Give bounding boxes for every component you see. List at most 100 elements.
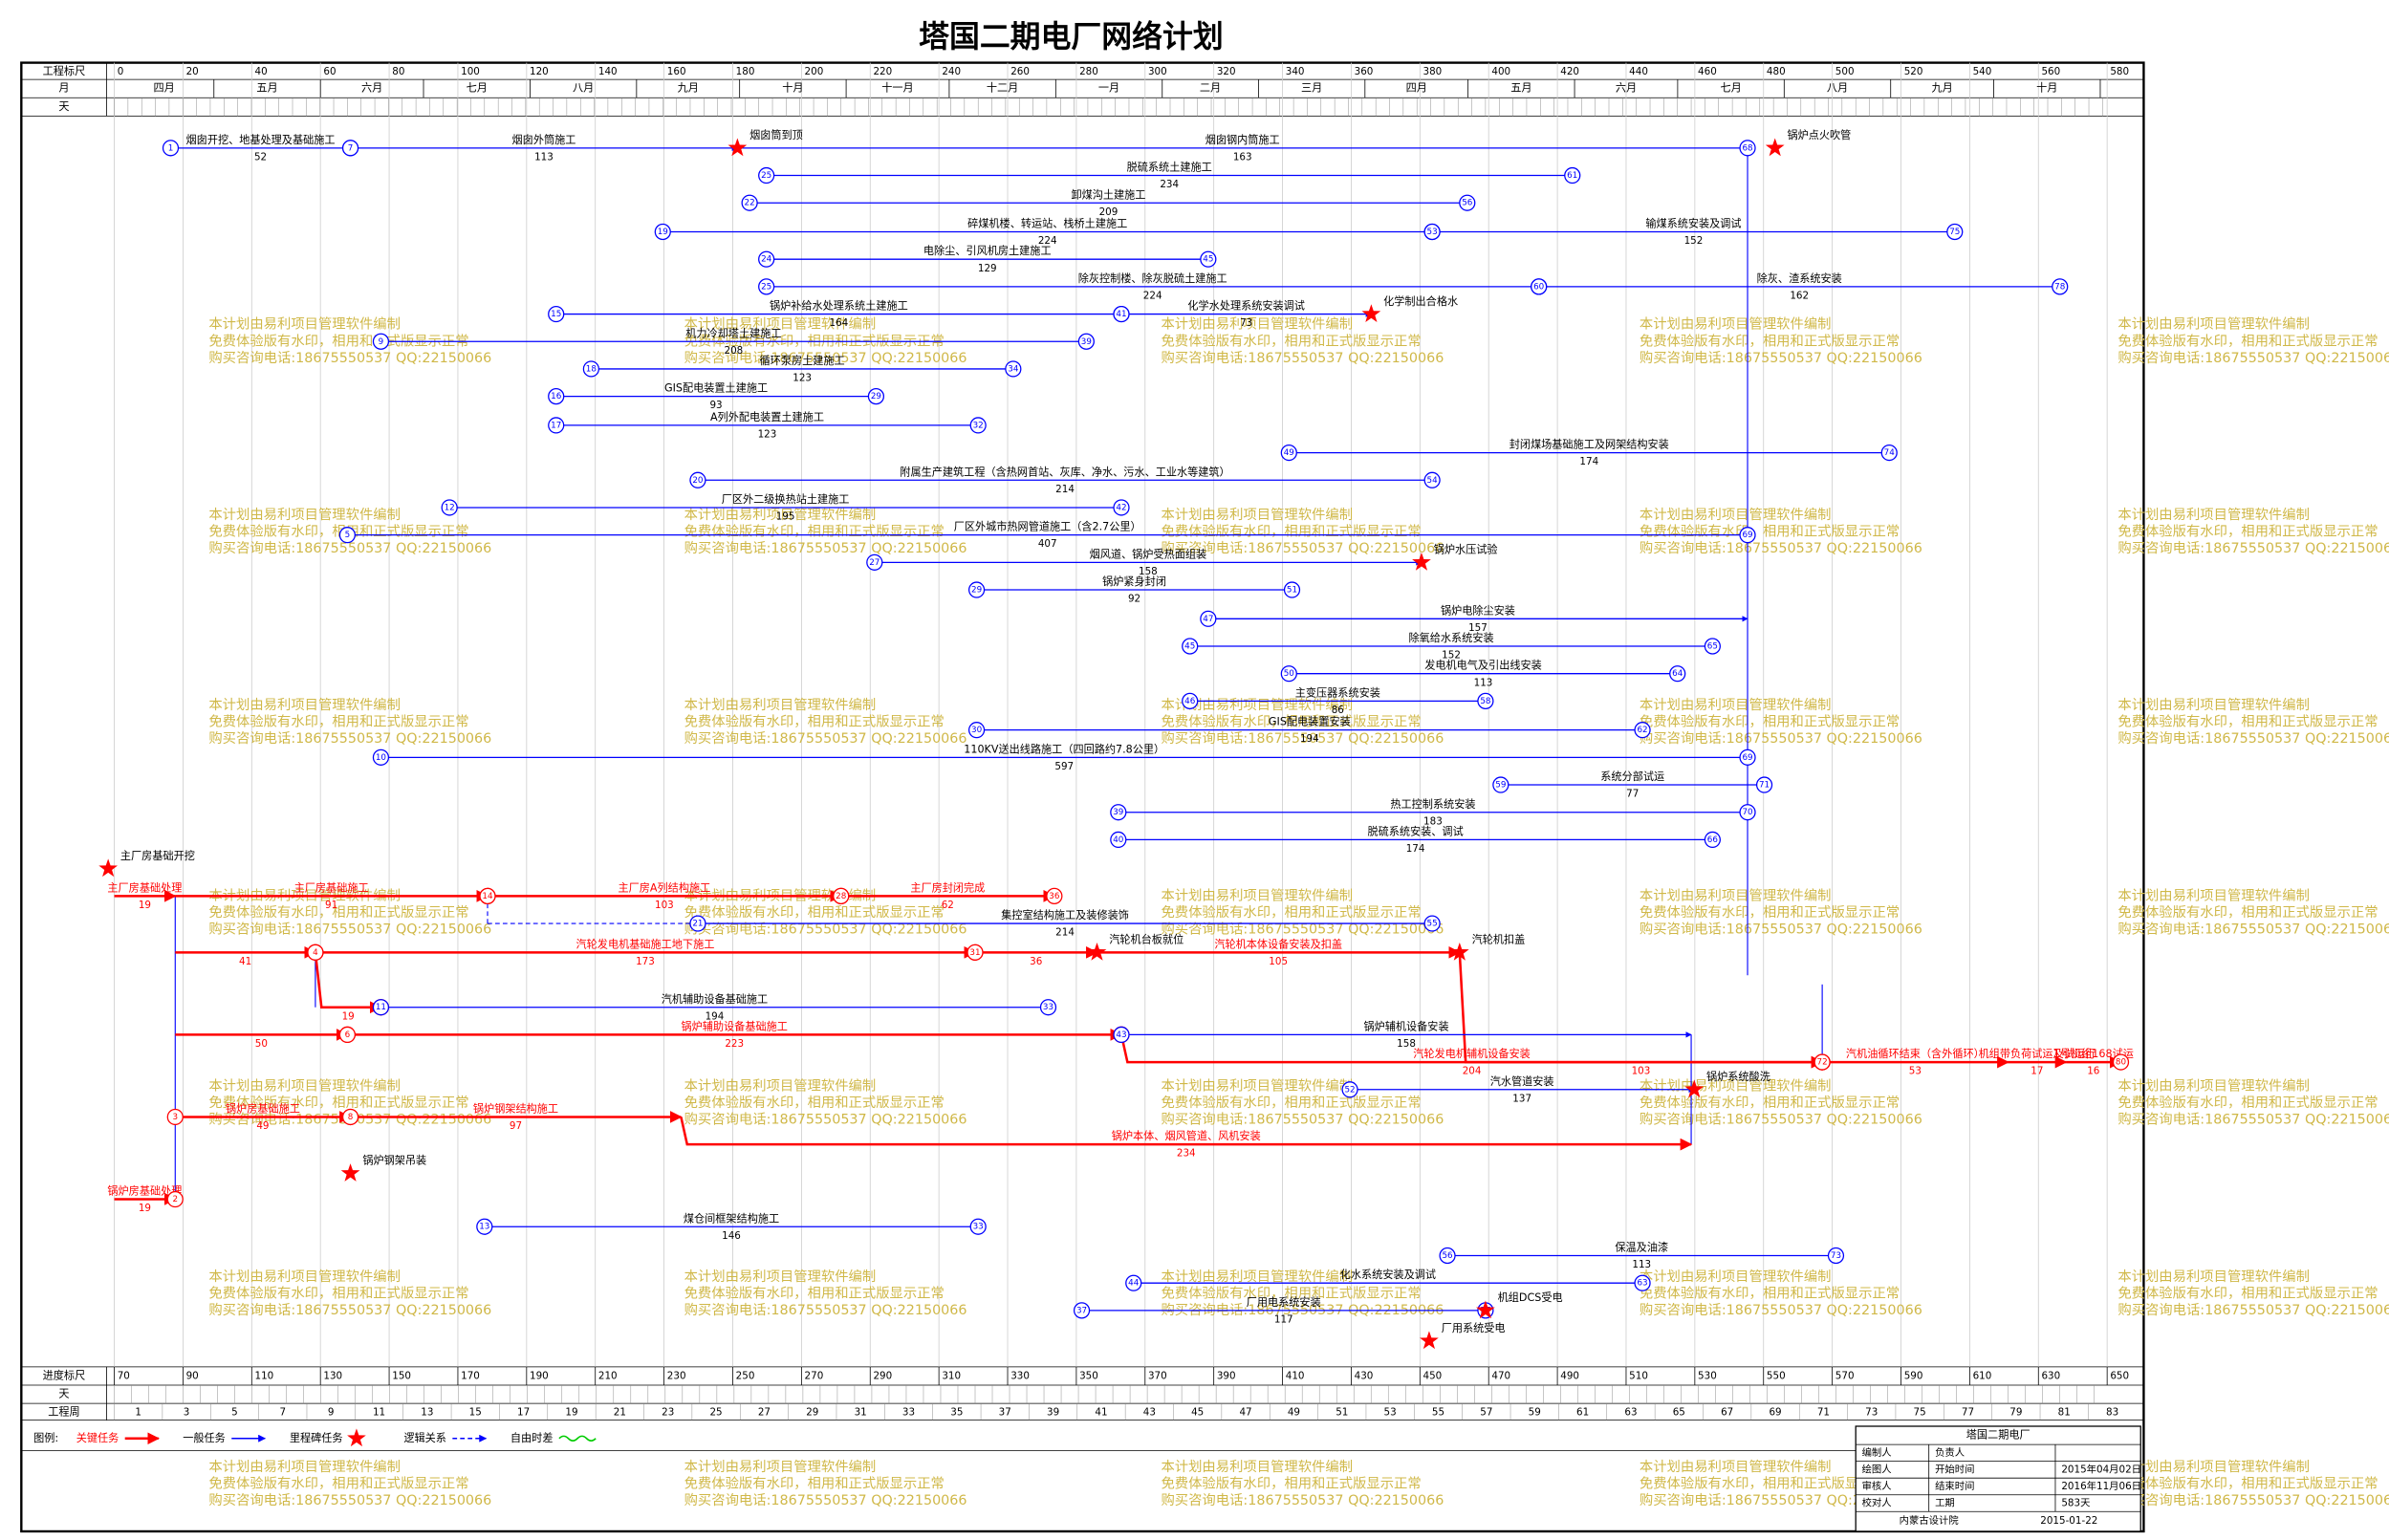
node-id: 3 <box>172 1113 178 1122</box>
task-duration: 194 <box>706 1010 725 1022</box>
tick-label: 170 <box>461 1370 480 1381</box>
node <box>582 360 599 378</box>
task-duration: 146 <box>722 1230 741 1242</box>
node <box>338 1026 356 1044</box>
node-id: 39 <box>1081 337 1092 347</box>
node <box>758 278 775 295</box>
week-label: 39 <box>1047 1407 1059 1419</box>
node-id: 53 <box>1427 228 1438 237</box>
tick-label: 650 <box>2110 1370 2129 1381</box>
milestone-name: 锅炉系统酸洗 <box>1706 1070 1770 1083</box>
watermark: 免费体验版有水印，相用和正式版显示正常 <box>2118 333 2378 349</box>
node <box>341 140 359 157</box>
node-id: 37 <box>1076 1306 1087 1315</box>
task-duration: 36 <box>1030 956 1042 967</box>
task-name: 锅炉辅机设备安装 <box>1363 1019 1448 1032</box>
legend-label: 里程碑任务 <box>290 1432 343 1444</box>
watermark: 本计划由易利项目管理软件编制 <box>1161 316 1353 333</box>
node <box>1073 1302 1091 1319</box>
node-id: 80 <box>2116 1058 2126 1068</box>
node-id: 74 <box>1884 448 1896 458</box>
node-id: 58 <box>1480 697 1490 706</box>
node <box>372 999 390 1016</box>
watermark: 购买咨询电话:18675550537 QQ:22150066 <box>2118 350 2389 366</box>
task-duration: 41 <box>239 956 251 967</box>
watermark: 免费体验版有水印，相用和正式版显示正常 <box>1640 1476 1900 1492</box>
node <box>1423 471 1441 488</box>
task-duration: 173 <box>636 956 655 967</box>
tick-label: 130 <box>323 1370 342 1381</box>
tick-label: 370 <box>1148 1370 1167 1381</box>
node-id: 13 <box>479 1223 489 1232</box>
milestone-star <box>1449 942 1469 961</box>
task-duration: 224 <box>1038 235 1057 247</box>
task-name: 汽轮发电机辅机设备安装 <box>1413 1047 1531 1060</box>
task-name: 卸煤沟土建施工 <box>1071 187 1145 201</box>
week-label: 45 <box>1191 1407 1204 1419</box>
tick-label: 210 <box>598 1370 618 1381</box>
node-id: 11 <box>376 1003 386 1012</box>
task-name: 110KV送出线路施工（四回路约7.8公里） <box>964 742 1164 755</box>
month-label: 四月 <box>1406 82 1427 95</box>
node <box>341 1108 359 1126</box>
watermark: 免费体验版有水印，相用和正式版显示正常 <box>1161 904 1421 921</box>
watermark: 购买咨询电话:18675550537 QQ:22150066 <box>1161 350 1444 366</box>
week-label: 55 <box>1432 1407 1444 1419</box>
task-name: GIS配电装置安装 <box>1269 715 1351 728</box>
node-id: 65 <box>1707 642 1718 652</box>
watermark: 购买咨询电话:18675550537 QQ:22150066 <box>2118 1492 2389 1508</box>
task-duration: 162 <box>1790 290 1809 301</box>
watermark: 免费体验版有水印，相用和正式版显示正常 <box>2118 523 2378 539</box>
milestone-star <box>1765 138 1785 157</box>
tick-label: 270 <box>805 1370 824 1381</box>
tb-cell: 583天 <box>2061 1497 2090 1508</box>
watermark: 购买咨询电话:18675550537 QQ:22150066 <box>2118 921 2389 937</box>
task-duration: 195 <box>776 511 795 523</box>
node-id: 30 <box>971 726 982 735</box>
milestone-star <box>347 1428 366 1447</box>
task-name: 附属生产建筑工程（含热网首站、灰库、净水、污水、工业水等建筑） <box>900 465 1229 478</box>
week-label: 25 <box>709 1407 722 1419</box>
watermark: 本计划由易利项目管理软件编制 <box>1640 507 1832 523</box>
task-name: 烟风道、锅炉受热面组装 <box>1090 547 1207 560</box>
watermark: 免费体验版有水印，相用和正式版显示正常 <box>208 714 468 730</box>
node <box>338 527 356 544</box>
watermark: 购买咨询电话:18675550537 QQ:22150066 <box>684 730 967 747</box>
node <box>966 944 984 961</box>
task-duration: 174 <box>1579 456 1598 467</box>
month-label: 十月 <box>782 81 803 95</box>
tick-label: 460 <box>1698 66 1717 77</box>
week-label: 61 <box>1576 1407 1589 1419</box>
node-id: 10 <box>376 753 386 763</box>
watermark: 免费体验版有水印，相用和正式版显示正常 <box>1640 904 1900 921</box>
week-label: 81 <box>2058 1407 2071 1419</box>
node-id: 6 <box>345 1030 351 1040</box>
milestone-star <box>728 138 748 157</box>
week-label: 43 <box>1143 1407 1156 1419</box>
watermark: 本计划由易利项目管理软件编制 <box>1161 1269 1353 1285</box>
watermark: 本计划由易利项目管理软件编制 <box>684 1459 877 1475</box>
node-id: 4 <box>313 948 318 958</box>
node <box>969 1218 987 1235</box>
tick-label: 110 <box>254 1370 273 1381</box>
node <box>866 553 883 571</box>
watermark: 购买咨询电话:18675550537 QQ:22150066 <box>1640 730 1922 747</box>
week-label: 1 <box>135 1407 141 1419</box>
watermark: 购买咨询电话:18675550537 QQ:22150066 <box>1161 921 1444 937</box>
task-name: 烟囱外筒施工 <box>512 133 576 146</box>
task-duration: 52 <box>254 151 267 163</box>
node <box>1704 638 1721 655</box>
task-duration: 77 <box>1626 789 1639 800</box>
node-id: 56 <box>1442 1251 1453 1261</box>
tick-label: 90 <box>186 1370 199 1381</box>
task-name: 主厂房封闭完成 <box>910 880 985 894</box>
node-id: 24 <box>761 255 772 265</box>
task-duration: 157 <box>1468 622 1488 634</box>
task-name: 主厂房A列结构施工 <box>619 880 711 894</box>
task-duration: 209 <box>1099 206 1118 218</box>
month-label: 九月 <box>1931 82 1952 95</box>
row-label: 工程标尺 <box>43 64 86 77</box>
task-duration: 53 <box>1909 1066 1922 1077</box>
